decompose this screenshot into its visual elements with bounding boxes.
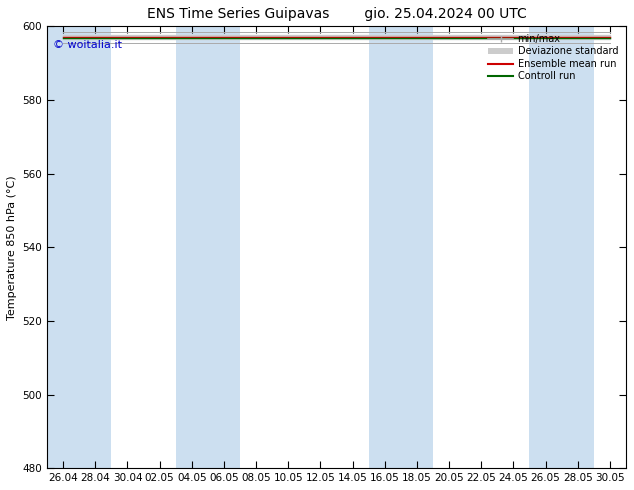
Bar (47, 26, 112, 468)
Text: © woitalia.it: © woitalia.it (53, 40, 122, 49)
Y-axis label: Temperature 850 hPa (°C): Temperature 850 hPa (°C) (7, 175, 17, 319)
Bar (176, 26, 240, 468)
Bar (368, 26, 433, 468)
Title: ENS Time Series Guipavas        gio. 25.04.2024 00 UTC: ENS Time Series Guipavas gio. 25.04.2024… (146, 7, 526, 21)
Legend: min/max, Deviazione standard, Ensemble mean run, Controll run: min/max, Deviazione standard, Ensemble m… (486, 31, 621, 84)
Bar (529, 26, 593, 468)
